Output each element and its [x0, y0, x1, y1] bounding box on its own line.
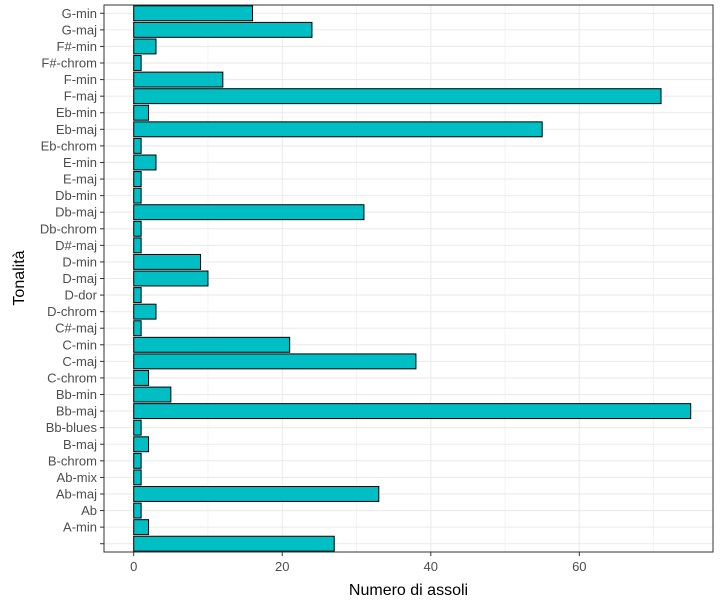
- y-tick-label: F-min: [64, 72, 97, 87]
- y-tick-label: Ab-maj: [56, 486, 97, 501]
- y-tick-label: Ab-mix: [57, 470, 98, 485]
- bar: [133, 353, 417, 370]
- bar: [133, 253, 202, 270]
- y-axis: A-minAbAb-majAb-mixB-chromB-majBb-bluesB…: [40, 6, 104, 545]
- bar: [133, 204, 365, 221]
- x-axis: 0 20 40 60: [130, 552, 587, 574]
- bar: [133, 5, 254, 22]
- bar: [133, 38, 157, 55]
- x-axis-title: Numero di assoli: [349, 582, 468, 599]
- bar: [133, 187, 142, 204]
- x-tick-label: 20: [275, 559, 289, 574]
- y-tick-label: E-min: [63, 155, 97, 170]
- y-tick-label: Ab: [81, 503, 97, 518]
- y-tick-label: C-maj: [62, 354, 97, 369]
- y-tick-label: F#-min: [57, 39, 97, 54]
- bar: [133, 320, 142, 337]
- y-tick-label: C-chrom: [47, 370, 97, 385]
- y-tick-label: Db-maj: [55, 205, 97, 220]
- y-axis-title: Tonalità: [11, 250, 28, 305]
- y-tick-label: B-maj: [63, 437, 97, 452]
- y-tick-label: F-maj: [64, 89, 97, 104]
- bar: [133, 88, 662, 105]
- bar: [133, 154, 157, 171]
- y-tick-label: Bb-blues: [46, 420, 98, 435]
- y-tick-label: Eb-chrom: [41, 138, 97, 153]
- y-tick-label: C#-maj: [55, 321, 97, 336]
- y-tick-label: D-min: [62, 254, 97, 269]
- y-tick-label: G-maj: [62, 22, 98, 37]
- bar: [133, 137, 142, 154]
- bar: [133, 403, 692, 420]
- bar: [133, 55, 142, 71]
- bar: [133, 469, 142, 486]
- bar: [133, 104, 150, 121]
- y-tick-label: G-min: [62, 6, 97, 21]
- y-tick-label: Eb-min: [56, 105, 97, 120]
- bar: [133, 436, 150, 453]
- y-tick-label: D-maj: [62, 271, 97, 286]
- bar: [133, 287, 142, 304]
- y-tick-label: Bb-maj: [56, 404, 97, 419]
- bar: [133, 71, 224, 88]
- bar: [133, 21, 313, 38]
- bar: [133, 270, 209, 287]
- y-tick-label: D-dor: [64, 288, 97, 303]
- y-tick-label: C-min: [62, 337, 97, 352]
- bar: [133, 220, 142, 237]
- x-tick-label: 60: [572, 559, 586, 574]
- bars: [133, 5, 692, 552]
- y-tick-label: D-chrom: [47, 304, 97, 319]
- bar: [133, 452, 142, 469]
- y-tick-label: B-chrom: [48, 453, 97, 468]
- bar: [133, 502, 142, 519]
- x-tick-label: 0: [130, 559, 137, 574]
- bar: [133, 535, 335, 552]
- bar: [133, 386, 172, 403]
- bar: [133, 237, 142, 254]
- bar: [133, 336, 291, 353]
- x-tick-label: 40: [424, 559, 438, 574]
- bar: [133, 171, 142, 188]
- y-tick-label: Bb-min: [56, 387, 97, 402]
- y-tick-label: A-min: [63, 520, 97, 535]
- bar: [133, 519, 150, 536]
- y-tick-label: Db-chrom: [40, 221, 97, 236]
- y-tick-label: Db-min: [55, 188, 97, 203]
- y-tick-label: D#-maj: [55, 238, 97, 253]
- bar: [133, 369, 150, 386]
- y-tick-label: F#-chrom: [41, 56, 97, 71]
- bar: [133, 303, 157, 320]
- y-tick-label: Eb-maj: [56, 122, 97, 137]
- bar: [133, 419, 142, 436]
- bar: [133, 121, 543, 138]
- bar: [133, 486, 380, 502]
- y-tick-label: E-maj: [63, 172, 97, 187]
